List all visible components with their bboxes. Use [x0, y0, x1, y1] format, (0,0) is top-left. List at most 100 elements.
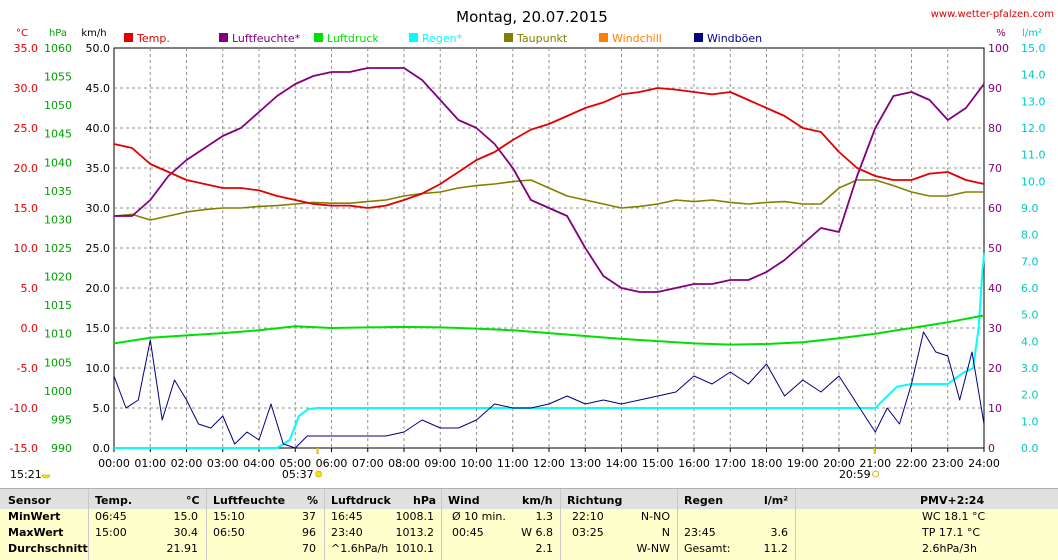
rain-tick-label: 1.0	[1021, 415, 1039, 428]
sun-markers: 05:37 20:59 15:21	[10, 448, 880, 481]
temp-tick-label: 35.0	[14, 42, 39, 55]
stats-table: Sensor Temp. °C Luftfeuchte % Luftdruck …	[0, 488, 1058, 560]
rain-tick-label: 8.0	[1021, 229, 1039, 242]
header-temp-unit: °C	[186, 494, 200, 507]
separator	[560, 489, 561, 560]
rain-tick-label: 12.0	[1021, 122, 1046, 135]
header-rain-unit: l/m²	[764, 494, 789, 507]
x-tick-label: 13:00	[569, 457, 601, 470]
header-humidity: Luftfeuchte	[213, 494, 286, 507]
axis-units: °C hPa km/h% l/m²	[16, 28, 1042, 39]
wind-value: W 6.8	[521, 526, 553, 539]
x-tick-label: 00:00	[98, 457, 130, 470]
rain-tick-label: 3.0	[1021, 362, 1039, 375]
wind-time: Ø 10 min.	[452, 510, 506, 523]
humidity-tick-label: 20	[988, 362, 1002, 375]
humidity-tick-label: 10	[988, 402, 1002, 415]
rain-tick-label: 11.0	[1021, 149, 1046, 162]
rain-value: 11.2	[763, 542, 789, 555]
pressure-tick-label: 1025	[44, 242, 72, 255]
rain-tick-label: 14.0	[1021, 69, 1046, 82]
chart-grid	[113, 47, 985, 449]
x-tick-label: 04:00	[243, 457, 275, 470]
humidity-tick-label: 30	[988, 322, 1002, 335]
sun-icon	[872, 470, 880, 478]
wind-tick-label: 35.0	[86, 162, 111, 175]
humidity-time: 06:50	[213, 526, 245, 539]
temp-tick-label: -5.0	[17, 362, 38, 375]
temp-tick-label: -15.0	[10, 442, 38, 455]
legend-swatch	[504, 33, 513, 42]
sunrise-label: 05:37	[282, 468, 314, 481]
wind-tick-label: 40.0	[86, 122, 111, 135]
wind-value: 1.3	[535, 510, 554, 523]
rain-tick-label: 4.0	[1021, 335, 1039, 348]
weather-chart: Montag, 20.07.2015 www.wetter-pfalzen.co…	[10, 8, 1054, 481]
humidity-tick-label: 70	[988, 162, 1002, 175]
pressure-value: 1013.2	[395, 526, 435, 539]
pressure-time: ^1.6hPa/h	[331, 542, 389, 555]
x-tick-label: 01:00	[134, 457, 166, 470]
header-wind: Wind	[448, 494, 480, 507]
pmv-value: TP 17.1 °C	[922, 526, 981, 539]
axis-unit-label: hPa	[49, 28, 67, 39]
temp-value: 21.91	[166, 542, 199, 555]
temp-tick-label: 15.0	[14, 202, 39, 215]
x-tick-label: 18:00	[751, 457, 783, 470]
wind-tick-label: 50.0	[86, 42, 111, 55]
rain-series	[114, 253, 985, 449]
x-tick-label: 02:00	[171, 457, 203, 470]
rain-tick-label: 2.0	[1021, 389, 1039, 402]
rain-tick-label: 7.0	[1021, 255, 1039, 268]
humidity-tick-label: 0	[988, 442, 995, 455]
humidity-time: 15:10	[213, 510, 245, 523]
wind-tick-label: 30.0	[86, 202, 111, 215]
humidity-tick-label: 100	[988, 42, 1009, 55]
legend-label: Luftdruck	[327, 32, 379, 45]
row-label: MinWert	[8, 510, 61, 523]
temp-value: 15.0	[173, 510, 199, 523]
pressure-tick-label: 1030	[44, 213, 72, 226]
header-direction: Richtung	[567, 494, 623, 507]
pressure-tick-label: 1020	[44, 271, 72, 284]
temp-tick-label: 25.0	[14, 122, 39, 135]
separator	[324, 489, 325, 560]
row-label: Durchschnitt	[8, 542, 88, 555]
pressure-tick-label: 1045	[44, 128, 72, 141]
direction-time: 22:10	[572, 510, 604, 523]
pmv-value: 2.6hPa/3h	[922, 542, 978, 555]
temp-time: 06:45	[95, 510, 127, 523]
site-url: www.wetter-pfalzen.com	[931, 9, 1054, 20]
row-label: MaxWert	[8, 526, 64, 539]
pressure-time: 23:40	[331, 526, 363, 539]
axis-unit-label: °C	[16, 28, 28, 39]
wind-tick-label: 0.0	[93, 442, 111, 455]
header-wind-unit: km/h	[522, 494, 553, 507]
wind-time: 00:45	[452, 526, 484, 539]
x-tick-label: 07:00	[352, 457, 384, 470]
x-tick-label: 10:00	[461, 457, 493, 470]
direction-value: N	[661, 526, 670, 539]
pressure-tick-label: 990	[51, 442, 72, 455]
direction-value: N-NO	[640, 510, 670, 523]
wind-tick-label: 15.0	[86, 322, 111, 335]
rain-value: 3.6	[770, 526, 789, 539]
legend-swatch	[314, 33, 323, 42]
header-pressure: Luftdruck	[331, 494, 391, 507]
separator	[677, 489, 678, 560]
axis-unit-label: %	[996, 28, 1006, 39]
pressure-tick-label: 1015	[44, 299, 72, 312]
x-tick-label: 23:00	[932, 457, 964, 470]
pressure-series	[113, 314, 985, 346]
x-tick-label: 09:00	[424, 457, 456, 470]
pressure-tick-label: 1040	[44, 156, 72, 169]
plot-area	[113, 67, 985, 449]
humidity-value: 70	[302, 542, 316, 555]
direction-time: 03:25	[572, 526, 604, 539]
sun-icon	[315, 470, 322, 478]
chart-legend: Temp. Luftfeuchte* Luftdruck Regen* Taupunkt…	[124, 32, 762, 45]
x-tick-label: 05:00	[279, 457, 311, 470]
legend-label: Taupunkt	[516, 32, 568, 45]
x-tick-label: 20:00	[823, 457, 855, 470]
pressure-tick-label: 1000	[44, 385, 72, 398]
